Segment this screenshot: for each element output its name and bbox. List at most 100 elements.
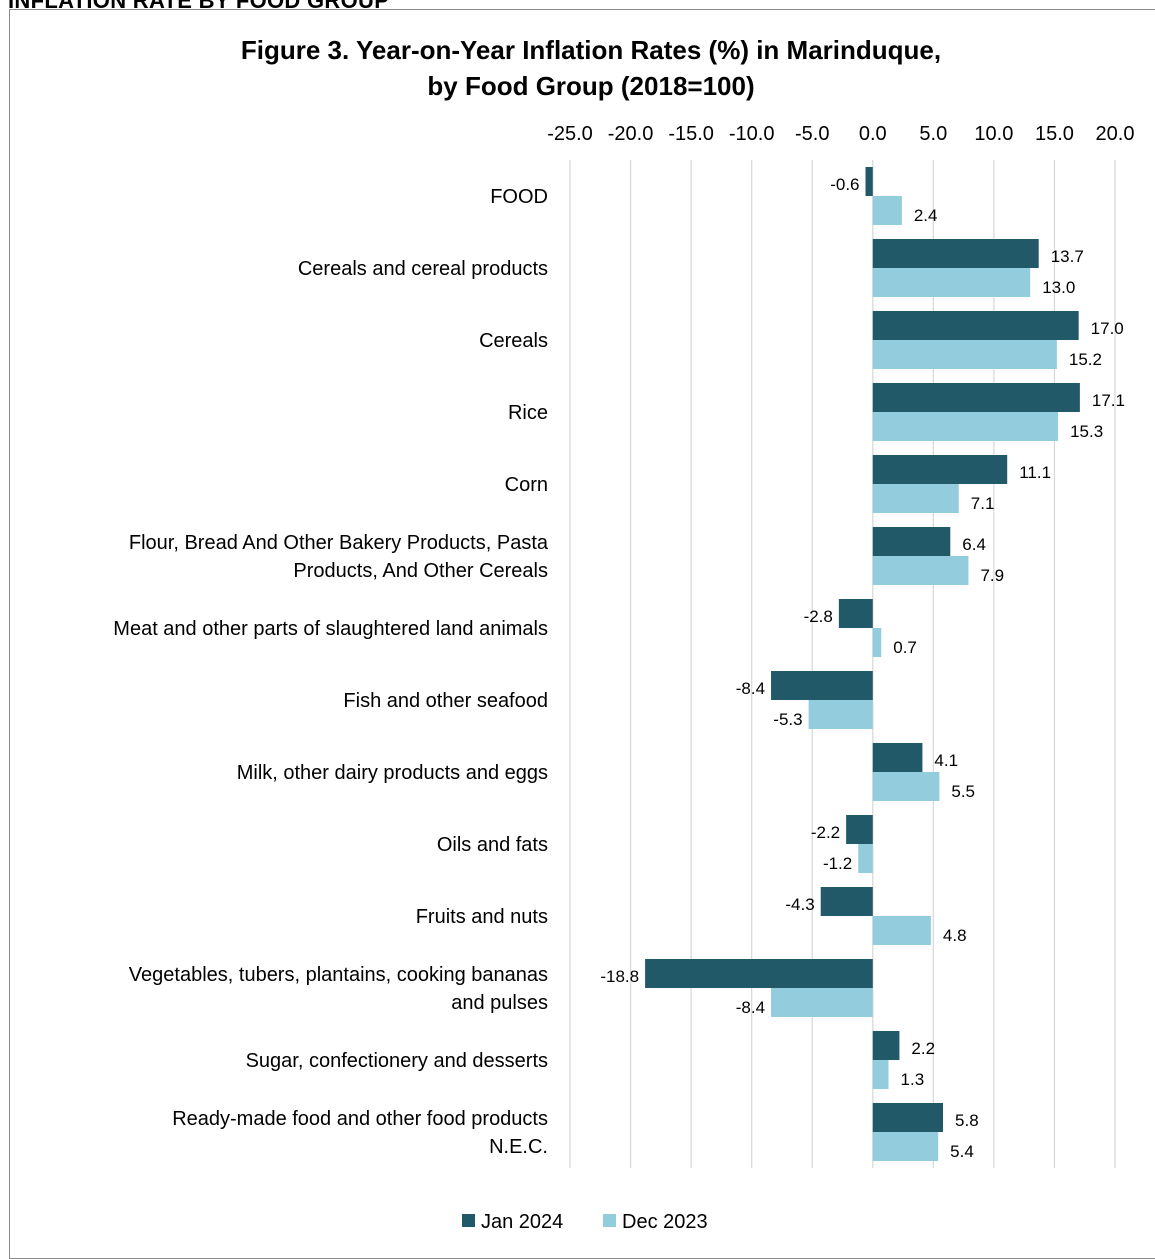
bar-jan-2024 <box>872 527 951 556</box>
data-label: -8.4 <box>736 679 765 698</box>
category-label: Corn <box>505 474 548 496</box>
legend: Jan 2024 Dec 2023 <box>462 1211 708 1233</box>
x-tick-label: 10.0 <box>974 123 1013 145</box>
bar-dec-2023 <box>872 196 902 225</box>
category-label-line: Fish and other seafood <box>343 690 548 712</box>
x-tick-label: -5.0 <box>795 123 829 145</box>
category-label-line: Meat and other parts of slaughtered land… <box>113 618 548 640</box>
bar-dec-2023 <box>872 1060 889 1089</box>
data-label: 17.0 <box>1091 319 1124 338</box>
category-label-line: Flour, Bread And Other Bakery Products, … <box>129 532 549 554</box>
data-label: 5.4 <box>950 1142 974 1161</box>
data-label: -18.8 <box>600 967 639 986</box>
data-label: -4.3 <box>785 895 814 914</box>
bar-dec-2023 <box>872 772 940 801</box>
bar-dec-2023 <box>872 628 882 657</box>
bar-jan-2024 <box>872 455 1008 484</box>
category-label-line: Sugar, confectionery and desserts <box>246 1050 548 1072</box>
bar-jan-2024 <box>846 815 873 844</box>
bar-jan-2024 <box>872 1031 900 1060</box>
category-label-line: Cereals <box>479 330 548 352</box>
legend-swatch <box>603 1214 616 1227</box>
category-label-line: and pulses <box>451 992 548 1014</box>
x-axis-tick-labels: -25.0 -20.0 -15.0 -10.0 -5.0 0.0 5.0 10.0 15.0 20… <box>547 123 1134 145</box>
bar-jan-2024 <box>820 887 873 916</box>
category-label-line: N.E.C. <box>489 1136 548 1158</box>
x-tick-label: -25.0 <box>547 123 593 145</box>
category-label-line: Milk, other dairy products and eggs <box>237 762 548 784</box>
category-label-line: Cereals and cereal products <box>298 258 548 280</box>
data-label: 2.4 <box>914 206 938 225</box>
data-label: 7.9 <box>980 566 1004 585</box>
legend-swatch <box>462 1214 475 1227</box>
category-label: Flour, Bread And Other Bakery Products, … <box>129 532 549 582</box>
category-label: Milk, other dairy products and eggs <box>237 762 548 784</box>
data-label: 4.8 <box>943 926 967 945</box>
data-label: 15.2 <box>1069 350 1102 369</box>
data-label: 13.7 <box>1051 247 1084 266</box>
bar-dec-2023 <box>771 988 873 1017</box>
bar-jan-2024 <box>872 311 1079 340</box>
legend-label: Jan 2024 <box>481 1211 563 1233</box>
x-tick-label: 0.0 <box>859 123 887 145</box>
bar-jan-2024 <box>771 671 873 700</box>
bar-dec-2023 <box>872 556 969 585</box>
category-label: Oils and fats <box>437 834 548 856</box>
data-label: -2.8 <box>804 607 833 626</box>
data-label: 5.8 <box>955 1111 979 1130</box>
bar-jan-2024 <box>872 239 1039 268</box>
x-tick-label: 5.0 <box>919 123 947 145</box>
data-label: 5.5 <box>951 782 975 801</box>
bar-dec-2023 <box>872 412 1059 441</box>
chart-title-line-2: by Food Group (2018=100) <box>427 71 755 101</box>
data-label: -2.2 <box>811 823 840 842</box>
data-label: -8.4 <box>736 998 765 1017</box>
category-label-line: Ready-made food and other food products <box>172 1108 548 1130</box>
category-label-line: FOOD <box>490 186 548 208</box>
category-label: Fish and other seafood <box>343 690 548 712</box>
category-labels: FOOD Cereals and cereal products Cereals Ri… <box>113 186 549 1158</box>
x-tick-label: -20.0 <box>608 123 654 145</box>
bar-dec-2023 <box>858 844 873 873</box>
category-label-line: Oils and fats <box>437 834 548 856</box>
data-label: 11.1 <box>1019 463 1051 482</box>
category-label-line: Products, And Other Cereals <box>293 560 548 582</box>
category-label-line: Rice <box>508 402 548 424</box>
data-label: 2.2 <box>911 1039 935 1058</box>
bar-dec-2023 <box>872 916 931 945</box>
category-label: FOOD <box>490 186 548 208</box>
data-label: 6.4 <box>962 535 986 554</box>
data-label: 0.7 <box>893 638 917 657</box>
x-tick-label: -10.0 <box>729 123 775 145</box>
category-label-line: Fruits and nuts <box>416 906 548 928</box>
data-label: 15.3 <box>1070 422 1103 441</box>
bar-dec-2023 <box>872 268 1031 297</box>
category-label: Cereals and cereal products <box>298 258 548 280</box>
x-tick-label: 15.0 <box>1035 123 1074 145</box>
bar-jan-2024 <box>872 743 923 772</box>
bar-dec-2023 <box>872 1132 939 1161</box>
bar-dec-2023 <box>808 700 873 729</box>
data-label: -0.6 <box>830 175 859 194</box>
bar-jan-2024 <box>645 959 873 988</box>
bar-jan-2024 <box>865 167 873 196</box>
data-label: 13.0 <box>1042 278 1075 297</box>
bar-dec-2023 <box>872 484 959 513</box>
bar-dec-2023 <box>872 340 1057 369</box>
bar-jan-2024 <box>838 599 873 628</box>
category-label: Meat and other parts of slaughtered land… <box>113 618 548 640</box>
chart-title: Figure 3. Year-on-Year Inflation Rates (… <box>0 32 1155 104</box>
category-label: Cereals <box>479 330 548 352</box>
data-label: 4.1 <box>934 751 958 770</box>
data-label: 1.3 <box>901 1070 925 1089</box>
x-tick-label: -15.0 <box>668 123 714 145</box>
category-label: Fruits and nuts <box>416 906 548 928</box>
category-label-line: Corn <box>505 474 548 496</box>
data-label: 17.1 <box>1092 391 1125 410</box>
data-label: -5.3 <box>773 710 802 729</box>
data-label: 7.1 <box>971 494 995 513</box>
legend-label: Dec 2023 <box>622 1211 708 1233</box>
bar-jan-2024 <box>872 1103 944 1132</box>
category-label: Ready-made food and other food products N… <box>172 1108 548 1158</box>
